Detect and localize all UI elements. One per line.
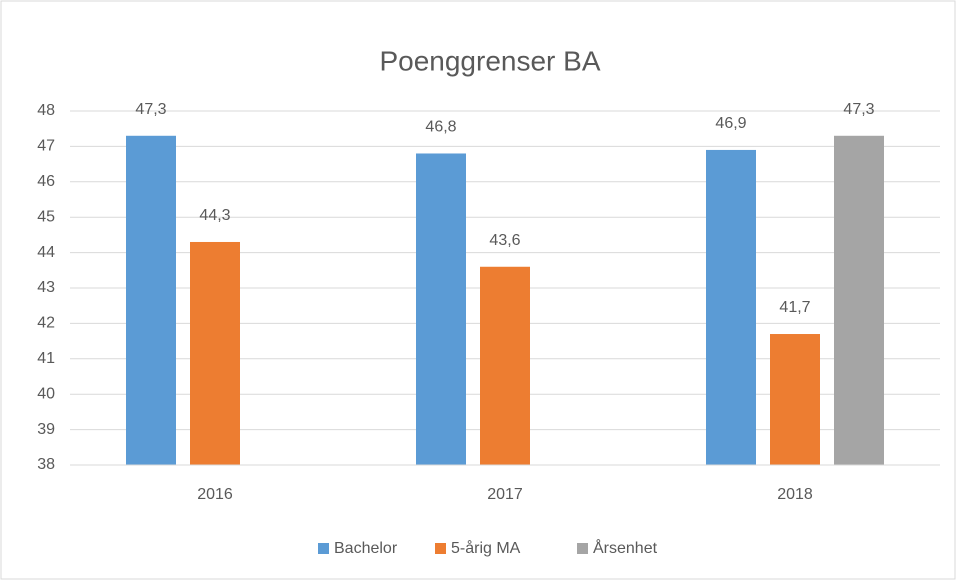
chart-title: Poenggrenser BA xyxy=(379,45,600,76)
x-tick-label: 2017 xyxy=(487,486,523,503)
value-label: 41,7 xyxy=(779,299,810,316)
y-tick-label: 44 xyxy=(37,244,55,261)
y-tick-label: 40 xyxy=(37,385,55,402)
y-tick-label: 43 xyxy=(37,279,55,296)
value-label: 43,6 xyxy=(489,232,520,249)
legend-label: 5-årig MA xyxy=(451,539,521,557)
legend-swatch xyxy=(435,543,446,554)
y-tick-label: 48 xyxy=(37,102,55,119)
legend-label: Bachelor xyxy=(334,540,398,557)
value-label: 44,3 xyxy=(199,207,230,224)
value-label: 47,3 xyxy=(843,101,874,118)
value-label: 47,3 xyxy=(135,101,166,118)
y-tick-label: 41 xyxy=(37,350,55,367)
bar xyxy=(480,266,530,465)
bar xyxy=(834,135,884,465)
y-tick-label: 39 xyxy=(37,421,55,438)
y-tick-label: 47 xyxy=(37,138,55,155)
legend-swatch xyxy=(577,543,588,554)
value-label: 46,9 xyxy=(715,115,746,132)
y-tick-label: 45 xyxy=(37,208,55,225)
x-tick-label: 2016 xyxy=(197,486,233,503)
bar xyxy=(706,149,756,465)
y-tick-label: 38 xyxy=(37,456,55,473)
y-tick-label: 46 xyxy=(37,173,55,190)
value-label: 46,8 xyxy=(425,119,456,136)
legend-swatch xyxy=(318,543,329,554)
bar xyxy=(190,241,240,465)
legend-label: Årsenhet xyxy=(593,538,658,557)
bar xyxy=(416,153,466,466)
bar xyxy=(770,334,820,465)
bar xyxy=(126,135,176,465)
x-tick-label: 2018 xyxy=(777,486,813,503)
y-tick-label: 42 xyxy=(37,315,55,332)
